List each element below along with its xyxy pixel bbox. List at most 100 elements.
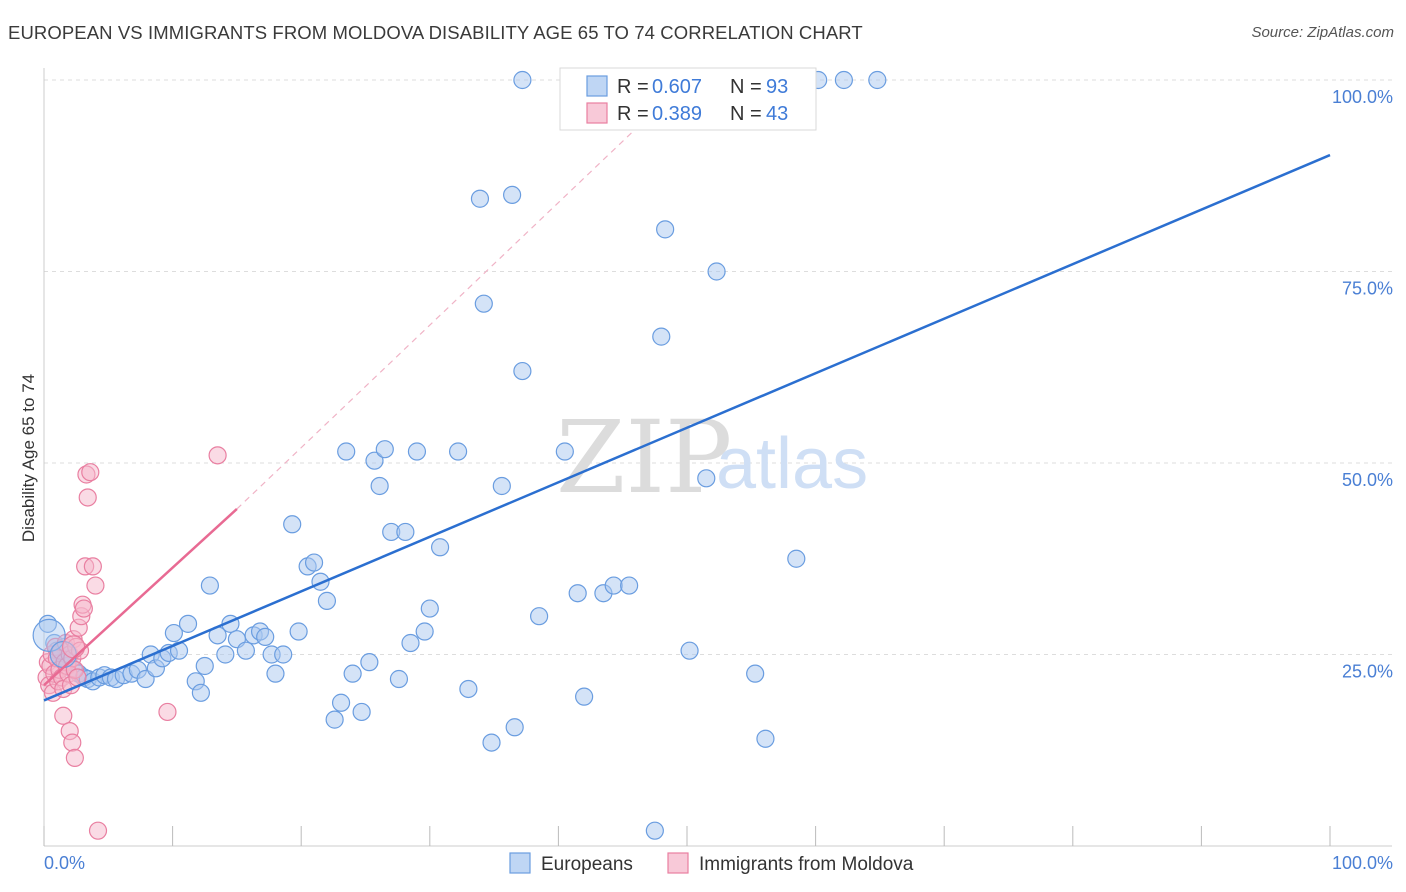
legend-r-label-moldova: R =	[617, 103, 649, 125]
point-europeans	[164, 623, 183, 643]
point-europeans	[868, 70, 887, 90]
point-europeans	[530, 607, 549, 626]
point-europeans	[474, 294, 493, 313]
point-moldova	[78, 488, 97, 507]
legend-n-value-europeans: 93	[766, 76, 788, 98]
x-tick-label-max: 100.0%	[1332, 853, 1393, 873]
point-europeans	[555, 442, 574, 461]
point-europeans	[513, 70, 532, 90]
point-europeans	[200, 576, 219, 595]
point-europeans	[448, 442, 468, 461]
y-tick-label: 25.0%	[1342, 662, 1393, 682]
bottom-legend-europeans: Europeans	[541, 854, 633, 875]
legend: R = 0.607 N = 93 R = 0.389 N = 43	[559, 67, 817, 131]
point-europeans	[352, 702, 371, 722]
point-moldova	[86, 576, 105, 595]
trendline-europeans	[43, 153, 1331, 702]
point-europeans	[343, 664, 362, 683]
point-europeans	[325, 710, 344, 729]
point-europeans	[256, 627, 275, 646]
point-europeans	[482, 733, 501, 752]
x-tick-label-min: 0.0%	[44, 853, 85, 873]
point-europeans	[505, 718, 524, 737]
point-europeans	[787, 549, 806, 568]
trend-layer	[43, 79, 1331, 702]
point-europeans	[459, 679, 478, 699]
legend-swatch-europeans	[586, 75, 608, 97]
trendline-moldova-extension	[236, 79, 688, 510]
bottom-legend-swatch-moldova	[667, 852, 689, 874]
point-europeans	[365, 451, 384, 470]
point-europeans	[697, 469, 716, 488]
point-europeans	[680, 641, 699, 660]
point-europeans	[266, 664, 285, 683]
point-europeans	[575, 687, 594, 706]
point-moldova	[74, 599, 93, 618]
point-moldova	[54, 706, 73, 725]
point-europeans	[178, 614, 198, 633]
point-europeans	[283, 515, 302, 534]
point-europeans	[645, 821, 664, 840]
point-europeans	[568, 584, 587, 603]
point-europeans	[652, 327, 671, 346]
point-europeans	[370, 476, 389, 496]
point-europeans	[492, 476, 511, 496]
point-moldova	[65, 748, 84, 768]
point-europeans	[317, 591, 337, 610]
point-moldova	[63, 733, 82, 752]
point-europeans	[360, 653, 379, 672]
point-europeans	[756, 729, 775, 748]
y-tick-label: 100.0%	[1332, 87, 1393, 107]
point-europeans	[274, 645, 293, 664]
grid-layer	[44, 79, 1392, 655]
legend-r-value-moldova: 0.389	[652, 103, 702, 125]
point-europeans	[420, 599, 439, 618]
point-moldova	[88, 821, 108, 840]
point-europeans	[430, 538, 450, 557]
point-europeans	[415, 622, 434, 641]
source-label: Source: ZipAtlas.com	[1251, 24, 1394, 41]
point-europeans	[656, 220, 675, 239]
point-europeans	[707, 262, 726, 281]
point-europeans	[375, 440, 394, 459]
point-europeans	[236, 641, 256, 660]
point-europeans	[216, 645, 235, 664]
point-europeans	[401, 633, 420, 653]
point-europeans	[396, 522, 415, 542]
point-moldova	[158, 702, 177, 722]
axis-layer: 25.0% 50.0% 75.0% 100.0% 0.0% 100.0%	[43, 68, 1393, 873]
point-europeans	[407, 442, 427, 461]
y-axis-label: Disability Age 65 to 74	[19, 374, 38, 542]
y-tick-label: 50.0%	[1342, 470, 1393, 490]
point-moldova	[208, 446, 227, 465]
legend-n-value-moldova: 43	[766, 103, 788, 125]
point-europeans	[604, 576, 623, 595]
chart-title: EUROPEAN VS IMMIGRANTS FROM MOLDOVA DISA…	[8, 22, 863, 43]
point-europeans	[195, 656, 214, 676]
point-europeans	[331, 693, 351, 712]
legend-r-label-europeans: R =	[617, 76, 649, 98]
point-europeans	[191, 683, 210, 702]
point-europeans	[337, 442, 356, 461]
trendline-moldova	[43, 508, 238, 687]
point-europeans	[620, 576, 639, 595]
legend-n-label-europeans: N =	[730, 76, 762, 98]
bottom-legend-swatch-europeans	[509, 852, 531, 874]
point-europeans	[834, 70, 853, 90]
point-europeans	[503, 185, 522, 204]
legend-swatch-moldova	[586, 102, 608, 124]
bottom-legend-moldova: Immigrants from Moldova	[699, 854, 914, 875]
watermark-atlas: atlas	[716, 424, 868, 504]
point-moldova	[81, 463, 100, 482]
point-europeans	[389, 669, 409, 689]
legend-n-label-moldova: N =	[730, 103, 762, 125]
point-europeans	[289, 622, 308, 641]
bottom-legend: Europeans Immigrants from Moldova	[509, 852, 914, 875]
watermark: ZIP atlas	[556, 399, 868, 516]
point-europeans	[304, 553, 324, 572]
point-moldova	[83, 557, 102, 576]
point-europeans	[470, 189, 490, 208]
point-europeans	[513, 361, 532, 381]
y-tick-label: 75.0%	[1342, 279, 1393, 299]
